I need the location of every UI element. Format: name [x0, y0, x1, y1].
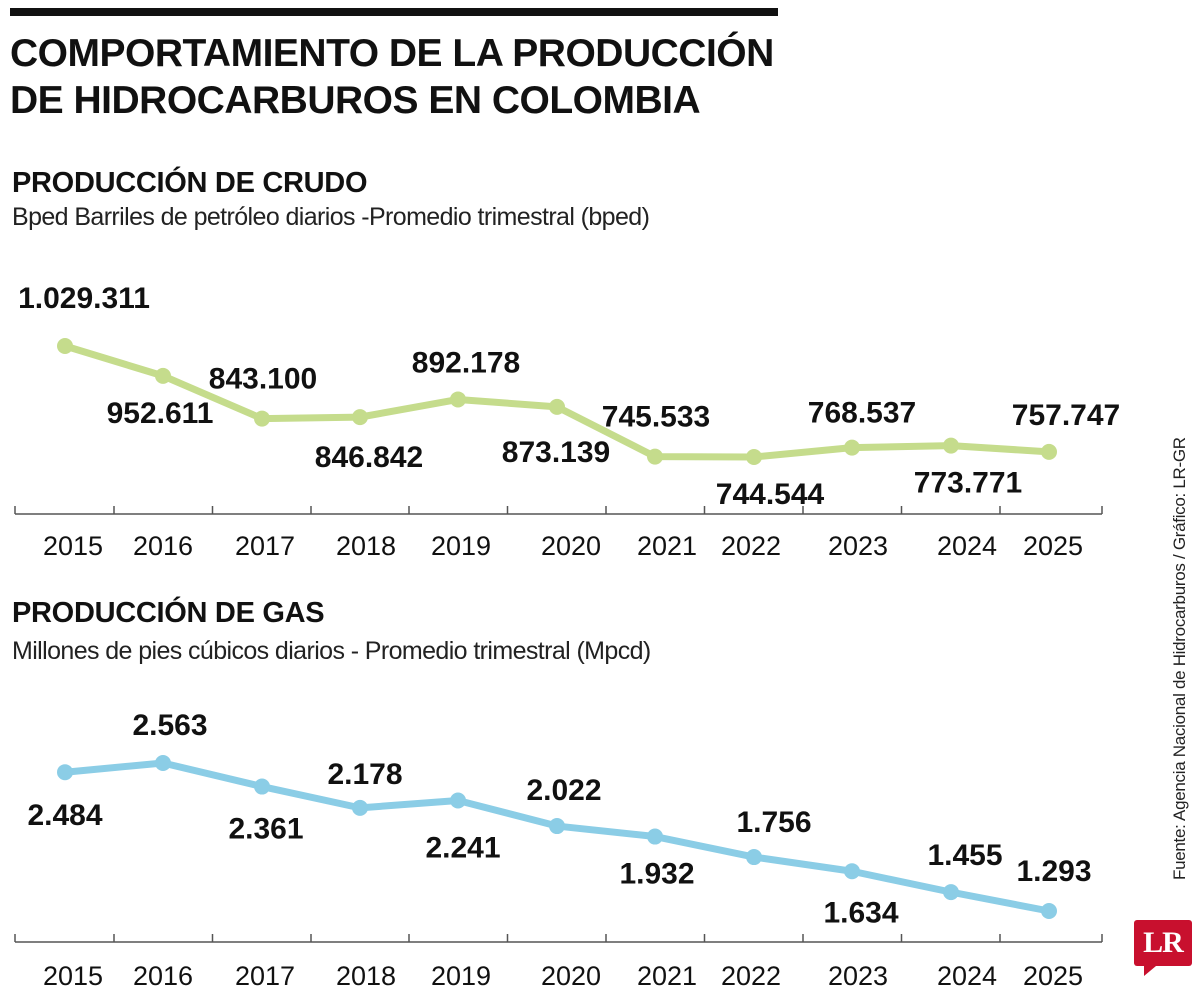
gas-value-label-2025: 1.293	[1016, 855, 1091, 888]
lr-logo-text: LR	[1143, 926, 1184, 959]
crudo-value-label-2024: 773.771	[914, 467, 1022, 500]
crudo-point-2024	[943, 437, 959, 454]
page-title: COMPORTAMIENTO DE LA PRODUCCIÓN DE HIDRO…	[10, 30, 830, 124]
gas-point-2015	[57, 764, 73, 781]
crudo-point-2017	[254, 410, 270, 427]
gas-tick-label-2024: 2024	[937, 961, 997, 991]
crudo-value-label-2017: 843.100	[209, 363, 317, 396]
crudo-point-2016	[155, 367, 171, 384]
gas-value-label-2018: 2.178	[327, 758, 402, 791]
gas-value-label-2017: 2.361	[228, 813, 303, 846]
crudo-chart-subtitle: Bped Barriles de petróleo diarios -Prome…	[12, 203, 650, 231]
top-rule	[10, 8, 778, 16]
gas-tick-label-2023: 2023	[828, 961, 888, 991]
gas-tick-label-2020: 2020	[541, 961, 601, 991]
crudo-point-2025	[1041, 443, 1057, 460]
gas-point-2017	[254, 778, 270, 795]
crudo-tick-label-2019: 2019	[431, 531, 491, 561]
gas-value-label-2022: 1.756	[736, 806, 811, 839]
gas-point-2018	[352, 799, 368, 816]
gas-value-label-2016: 2.563	[132, 709, 207, 742]
gas-tick-label-2019: 2019	[431, 961, 491, 991]
crudo-tick-label-2023: 2023	[828, 531, 888, 561]
crudo-point-2022	[746, 449, 762, 465]
gas-value-label-2023: 1.634	[823, 896, 898, 929]
crudo-value-label-2015: 1.029.311	[18, 282, 150, 315]
gas-tick-label-2021: 2021	[637, 961, 697, 991]
gas-chart-subtitle: Millones de pies cúbicos diarios - Prome…	[12, 637, 651, 665]
gas-tick-label-2015: 2015	[43, 961, 103, 991]
crudo-point-2020	[549, 398, 565, 415]
crudo-tick-label-2024: 2024	[937, 531, 997, 561]
gas-value-label-2019: 2.241	[425, 832, 500, 865]
source-note: Fuente: Agencia Nacional de Hidrocarburo…	[1170, 437, 1189, 880]
gas-chart-title: PRODUCCIÓN DE GAS	[12, 597, 325, 629]
lr-logo: LR	[1134, 920, 1192, 976]
crudo-tick-label-2018: 2018	[336, 531, 396, 561]
crudo-tick-label-2015: 2015	[43, 531, 103, 561]
gas-tick-label-2025: 2025	[1023, 961, 1083, 991]
crudo-value-label-2020: 873.139	[502, 436, 610, 469]
crudo-value-label-2025: 757.747	[1012, 399, 1120, 432]
crudo-tick-label-2021: 2021	[637, 531, 697, 561]
crudo-point-2023	[844, 439, 860, 456]
gas-tick-label-2022: 2022	[721, 961, 781, 991]
gas-point-2016	[155, 755, 171, 771]
crudo-value-label-2016: 952.611	[107, 397, 214, 430]
gas-value-label-2015: 2.484	[27, 799, 102, 832]
crudo-value-label-2018: 846.842	[315, 441, 423, 474]
gas-point-2019	[450, 792, 466, 809]
gas-point-2022	[746, 849, 762, 866]
gas-tick-label-2017: 2017	[235, 961, 295, 991]
crudo-value-label-2019: 892.178	[412, 346, 520, 379]
crudo-tick-label-2020: 2020	[541, 531, 601, 561]
gas-line-chart: 2.484 2015 2.563 2016 2.361 2017 2.178 2018 2.24…	[14, 709, 1103, 991]
crudo-tick-label-2022: 2022	[721, 531, 781, 561]
crudo-value-label-2021: 745.533	[602, 401, 710, 434]
gas-value-label-2021: 1.932	[619, 858, 694, 891]
crudo-point-2021	[647, 448, 663, 465]
gas-point-2021	[647, 828, 663, 845]
gas-tick-label-2018: 2018	[336, 961, 396, 991]
page-title-line-1: COMPORTAMIENTO DE LA PRODUCCIÓN	[10, 32, 774, 75]
gas-tick-label-2016: 2016	[133, 961, 193, 991]
gas-value-label-2020: 2.022	[526, 774, 601, 807]
crudo-line-chart: 1.029.311 2015 952.611 2016 843.100 2017 846.8…	[14, 282, 1120, 561]
crudo-value-label-2023: 768.537	[808, 397, 916, 430]
crudo-tick-label-2017: 2017	[235, 531, 295, 561]
gas-point-2024	[943, 884, 959, 901]
gas-value-label-2024: 1.455	[927, 839, 1002, 872]
crudo-chart-title: PRODUCCIÓN DE CRUDO	[12, 167, 368, 199]
crudo-tick-label-2016: 2016	[133, 531, 193, 561]
gas-point-2023	[844, 863, 860, 880]
crudo-value-label-2022: 744.544	[716, 478, 825, 511]
crudo-point-2015	[57, 338, 73, 354]
gas-point-2020	[549, 818, 565, 835]
page-title-line-2: DE HIDROCARBUROS EN COLOMBIA	[10, 79, 701, 122]
crudo-point-2018	[352, 409, 368, 426]
crudo-point-2019	[450, 391, 466, 408]
crudo-tick-label-2025: 2025	[1023, 531, 1083, 561]
gas-point-2025	[1041, 903, 1057, 919]
